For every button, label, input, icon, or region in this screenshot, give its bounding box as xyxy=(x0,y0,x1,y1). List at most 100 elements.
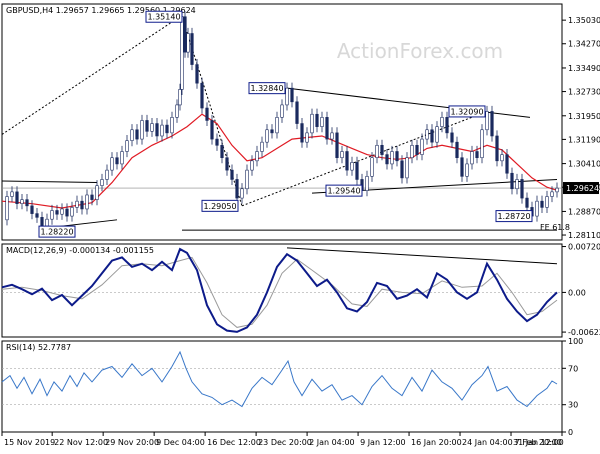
candle-body xyxy=(186,33,190,53)
candle-body xyxy=(85,194,89,210)
candle-body xyxy=(170,117,174,134)
current-price-box xyxy=(563,182,599,195)
macd-title: MACD(12,26,9) -0.000134 -0.001155 xyxy=(6,246,154,255)
price-trendline xyxy=(286,87,531,118)
candle-body xyxy=(495,135,499,162)
x-tick-label: 23 Dec 20:00 xyxy=(258,438,312,447)
candle-body xyxy=(300,123,304,143)
candle-body xyxy=(175,104,179,118)
rsi-tick-label: 30 xyxy=(568,401,578,410)
candle-body xyxy=(255,151,259,162)
price-tick-label: 1.33490 xyxy=(568,64,600,73)
candle-body xyxy=(355,162,359,180)
candle-body xyxy=(370,157,374,177)
candle-body xyxy=(25,199,29,207)
x-tick-label: 9 Jan 12:00 xyxy=(360,438,406,447)
candle-body xyxy=(245,169,249,190)
candle-body xyxy=(515,179,519,190)
candle-body xyxy=(545,196,549,208)
candle-body xyxy=(385,154,389,165)
candle-body xyxy=(320,117,324,127)
price-tick-label: 1.32730 xyxy=(568,88,600,97)
level-label-box xyxy=(448,105,486,118)
x-tick-label: 16 Dec 12:00 xyxy=(207,438,261,447)
candle-body xyxy=(450,132,454,143)
candle-body xyxy=(240,188,244,199)
candle-body xyxy=(140,120,144,140)
candle-body xyxy=(235,179,239,199)
candle-body xyxy=(520,179,524,199)
level-label-box xyxy=(495,210,533,223)
candle-body xyxy=(100,179,104,186)
level-label-box xyxy=(248,82,286,95)
candle-body xyxy=(20,199,24,204)
price-tick-label: 1.30410 xyxy=(568,160,600,169)
candle-body xyxy=(220,144,224,159)
candle-body xyxy=(540,200,544,208)
price-tick-label: 1.34270 xyxy=(568,40,600,49)
x-tick-label: 15 Nov 2019 xyxy=(4,438,55,447)
candle-body xyxy=(55,210,59,215)
price-tick-label: 1.28110 xyxy=(568,231,600,240)
candle-body xyxy=(445,117,449,134)
candle-body xyxy=(160,124,164,137)
candle-body xyxy=(65,208,69,217)
candle-body xyxy=(225,157,229,171)
candle-body xyxy=(335,132,339,159)
pane-frame xyxy=(1,340,563,433)
candle-body xyxy=(210,120,214,140)
rsi-title: RSI(14) 52.7787 xyxy=(6,343,71,352)
level-label: 1.32840 xyxy=(250,84,283,93)
candle-body xyxy=(295,101,299,124)
candle-body xyxy=(130,129,134,141)
candle-body xyxy=(535,200,539,217)
candle-body xyxy=(315,113,319,127)
candle-body xyxy=(195,64,199,84)
level-label-box xyxy=(201,199,239,212)
candle-body xyxy=(178,89,182,106)
candle-body xyxy=(410,144,414,159)
macd-trendline xyxy=(286,247,558,265)
rsi-line xyxy=(1,350,558,408)
candle-body xyxy=(45,218,49,227)
price-tick-label: 1.31950 xyxy=(568,112,600,121)
macd-signal-line xyxy=(1,256,558,328)
rsi-tick-label: 70 xyxy=(568,364,578,373)
candle-body xyxy=(365,176,369,191)
x-tick-label: 29 Nov 20:00 xyxy=(105,438,159,447)
candle-body xyxy=(270,129,274,134)
x-tick-label: 22 Nov 12:00 xyxy=(54,438,108,447)
current-price-label: 1.29624 xyxy=(566,184,599,193)
candle-body xyxy=(390,151,394,165)
candle-body xyxy=(15,191,19,204)
level-label: 1.32090 xyxy=(450,107,483,116)
level-label-box xyxy=(38,225,76,238)
candle-body xyxy=(70,207,74,217)
candle-body xyxy=(110,157,114,171)
candle-body xyxy=(505,154,509,174)
candle-body xyxy=(60,208,64,215)
candle-body xyxy=(460,157,464,177)
price-tick-label: 1.35030 xyxy=(568,16,600,25)
candle-body xyxy=(95,185,99,200)
candle-body xyxy=(265,129,269,143)
candle-body xyxy=(165,124,169,134)
candle-body xyxy=(180,16,184,90)
candle-body xyxy=(115,157,119,165)
candle-body xyxy=(465,163,469,177)
candle-body xyxy=(215,138,219,146)
macd-tick-label: 0.007201 xyxy=(568,243,600,252)
candle-body xyxy=(485,111,489,131)
candle-body xyxy=(345,151,349,171)
candle-body xyxy=(135,129,139,140)
candle-body xyxy=(5,196,9,221)
candle-body xyxy=(340,151,344,159)
candle-body xyxy=(430,129,434,143)
macd-line xyxy=(1,247,558,333)
candle-body xyxy=(325,117,329,140)
pane-frame xyxy=(1,3,563,241)
candle-body xyxy=(80,200,84,210)
candle-body xyxy=(470,151,474,165)
price-title: GBPUSD,H4 1.29657 1.29665 1.29560 1.2962… xyxy=(6,6,196,15)
